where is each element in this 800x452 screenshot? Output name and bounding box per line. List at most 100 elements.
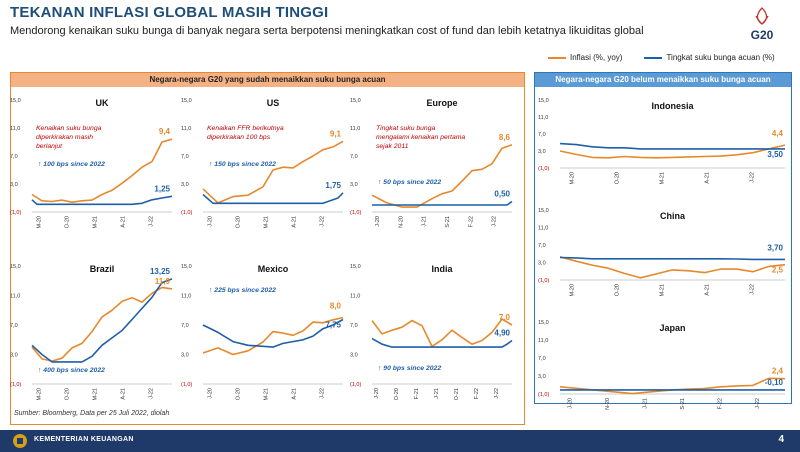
europe-xtick: S-21 bbox=[445, 216, 451, 228]
japan-ytick: 15,0 bbox=[538, 320, 549, 326]
indonesia-ytick: 3,0 bbox=[538, 149, 546, 155]
uk-xtick: J-22 bbox=[148, 216, 154, 227]
brazil-bps-note: ↑ 400 bps since 2022 bbox=[38, 367, 105, 374]
india-xtick: J-20 bbox=[374, 388, 380, 399]
india-ytick: 3,0 bbox=[350, 353, 358, 359]
india-xtick: O-20 bbox=[394, 388, 400, 400]
europe-ytick: 3,0 bbox=[350, 182, 358, 188]
india-inflation-value: 7,0 bbox=[499, 313, 511, 322]
mexico-ytick: (1,0) bbox=[181, 382, 192, 388]
china-rate-line bbox=[559, 256, 785, 261]
europe-ytick: 11,0 bbox=[350, 126, 360, 132]
china-rate-value: 3,70 bbox=[767, 243, 783, 252]
uk-xtick: A-21 bbox=[120, 216, 126, 228]
europe-xtick: J-20 bbox=[375, 216, 381, 227]
india-xtick: O-21 bbox=[454, 388, 460, 400]
indonesia-xtick: M-20 bbox=[570, 172, 576, 185]
brazil-xtick: J-22 bbox=[148, 388, 154, 399]
us-inflation-value: 9,1 bbox=[330, 129, 342, 138]
japan-xtick: J-21 bbox=[642, 398, 648, 409]
legend-inflation-label: Inflasi (%, yoy) bbox=[570, 53, 623, 62]
mexico-bps-note: ↑ 225 bps since 2022 bbox=[209, 287, 276, 294]
mexico-ytick: 7,0 bbox=[181, 323, 189, 329]
china-ytick: (1,0) bbox=[538, 278, 549, 284]
japan-xtick: S-21 bbox=[680, 398, 686, 410]
brazil-xtick: M-20 bbox=[36, 388, 42, 401]
china-inflation-value: 2,5 bbox=[772, 266, 784, 275]
japan-chart-title: Japan bbox=[659, 323, 685, 333]
brazil-rate-value: 13,25 bbox=[150, 267, 171, 276]
us-inflation-line bbox=[202, 140, 344, 204]
india-rate-line bbox=[371, 337, 513, 348]
china-xtick: M-21 bbox=[660, 284, 666, 297]
uk-ytick: 3,0 bbox=[10, 182, 18, 188]
japan-xtick: J-22 bbox=[755, 398, 761, 409]
us-ytick: 15,0 bbox=[181, 98, 192, 104]
us-xtick: A-21 bbox=[291, 216, 297, 228]
europe-xtick: N-20 bbox=[398, 216, 404, 228]
india-rate-value: 4,90 bbox=[494, 328, 510, 337]
china-ytick: 15,0 bbox=[538, 208, 549, 214]
mexico-xtick: A-21 bbox=[291, 388, 297, 400]
us-annotation: diperkirakan 100 bps bbox=[207, 134, 271, 141]
footer-org: KEMENTERIAN KEUANGAN bbox=[34, 436, 134, 443]
logo-text: G20 bbox=[751, 28, 774, 42]
uk-rate-line bbox=[31, 195, 173, 206]
us-xtick: M-21 bbox=[263, 216, 269, 229]
uk-inflation-line bbox=[31, 138, 173, 203]
indonesia-inflation-value: 4,4 bbox=[772, 129, 784, 138]
mexico-ytick: 11,0 bbox=[181, 294, 191, 300]
europe-xtick: J-21 bbox=[422, 216, 428, 227]
indonesia-rate-line bbox=[559, 142, 785, 150]
left-panel-title: Negara-negara G20 yang sudah menaikkan s… bbox=[11, 73, 524, 87]
legend-rate: Tingkat suku bunga acuan (%) bbox=[644, 53, 775, 62]
g20-logo: G20 bbox=[751, 7, 774, 42]
japan-inflation-value: 2,4 bbox=[772, 367, 784, 376]
indonesia-xtick: O-20 bbox=[615, 172, 621, 184]
indonesia-rate-value: 3,50 bbox=[767, 150, 783, 159]
uk-xtick: M-20 bbox=[36, 216, 42, 229]
page-number: 4 bbox=[778, 434, 784, 445]
japan-xtick: N-20 bbox=[605, 398, 611, 410]
japan-ytick: 11,0 bbox=[538, 338, 548, 344]
mexico-rate-value: 7,75 bbox=[325, 320, 341, 329]
uk-chart-title: UK bbox=[96, 98, 109, 108]
europe-ytick: 7,0 bbox=[350, 154, 358, 160]
china-xtick: A-21 bbox=[705, 284, 711, 296]
brazil-rate-line bbox=[31, 278, 173, 363]
us-ytick: 11,0 bbox=[181, 126, 191, 132]
indonesia-ytick: (1,0) bbox=[538, 166, 549, 172]
japan-xtick: F-22 bbox=[717, 398, 723, 409]
legend-rate-swatch bbox=[644, 56, 663, 59]
brazil-inflation-value: 11,9 bbox=[155, 277, 171, 286]
india-xtick: J-22 bbox=[494, 388, 500, 399]
china-xtick: M-20 bbox=[570, 284, 576, 297]
europe-ytick: 15,0 bbox=[350, 98, 361, 104]
japan-ytick: (1,0) bbox=[538, 392, 549, 398]
us-xtick: O-20 bbox=[235, 216, 241, 228]
europe-inflation-line bbox=[371, 144, 513, 208]
brazil-xtick: O-20 bbox=[64, 388, 70, 400]
china-inflation-line bbox=[559, 256, 786, 279]
footer-bar: KEMENTERIAN KEUANGAN 4 bbox=[0, 430, 800, 452]
uk-rate-value: 1,25 bbox=[154, 184, 170, 193]
brazil-ytick: 3,0 bbox=[10, 353, 18, 359]
china-chart-title: China bbox=[660, 211, 686, 221]
mexico-inflation-value: 8,0 bbox=[330, 302, 342, 311]
indonesia-xtick: A-21 bbox=[705, 172, 711, 184]
source-note: Sumber: Bloomberg, Data per 25 Juli 2022… bbox=[14, 410, 170, 417]
europe-annotation: mengalami kenaikan pertama bbox=[376, 134, 465, 141]
us-xtick: J-22 bbox=[319, 216, 325, 227]
europe-xtick: J-22 bbox=[492, 216, 498, 227]
uk-ytick: 15,0 bbox=[10, 98, 21, 104]
mexico-xtick: M-21 bbox=[263, 388, 269, 401]
page-subtitle: Mendorong kenaikan suku bunga di banyak … bbox=[10, 25, 644, 37]
brazil-ytick: 7,0 bbox=[10, 323, 18, 329]
indonesia-ytick: 11,0 bbox=[538, 115, 548, 121]
uk-annotation: berlanjut bbox=[36, 143, 63, 150]
us-rate-line bbox=[202, 192, 344, 205]
uk-xtick: O-20 bbox=[64, 216, 70, 228]
uk-ytick: (1,0) bbox=[10, 210, 21, 216]
brazil-ytick: (1,0) bbox=[10, 382, 21, 388]
